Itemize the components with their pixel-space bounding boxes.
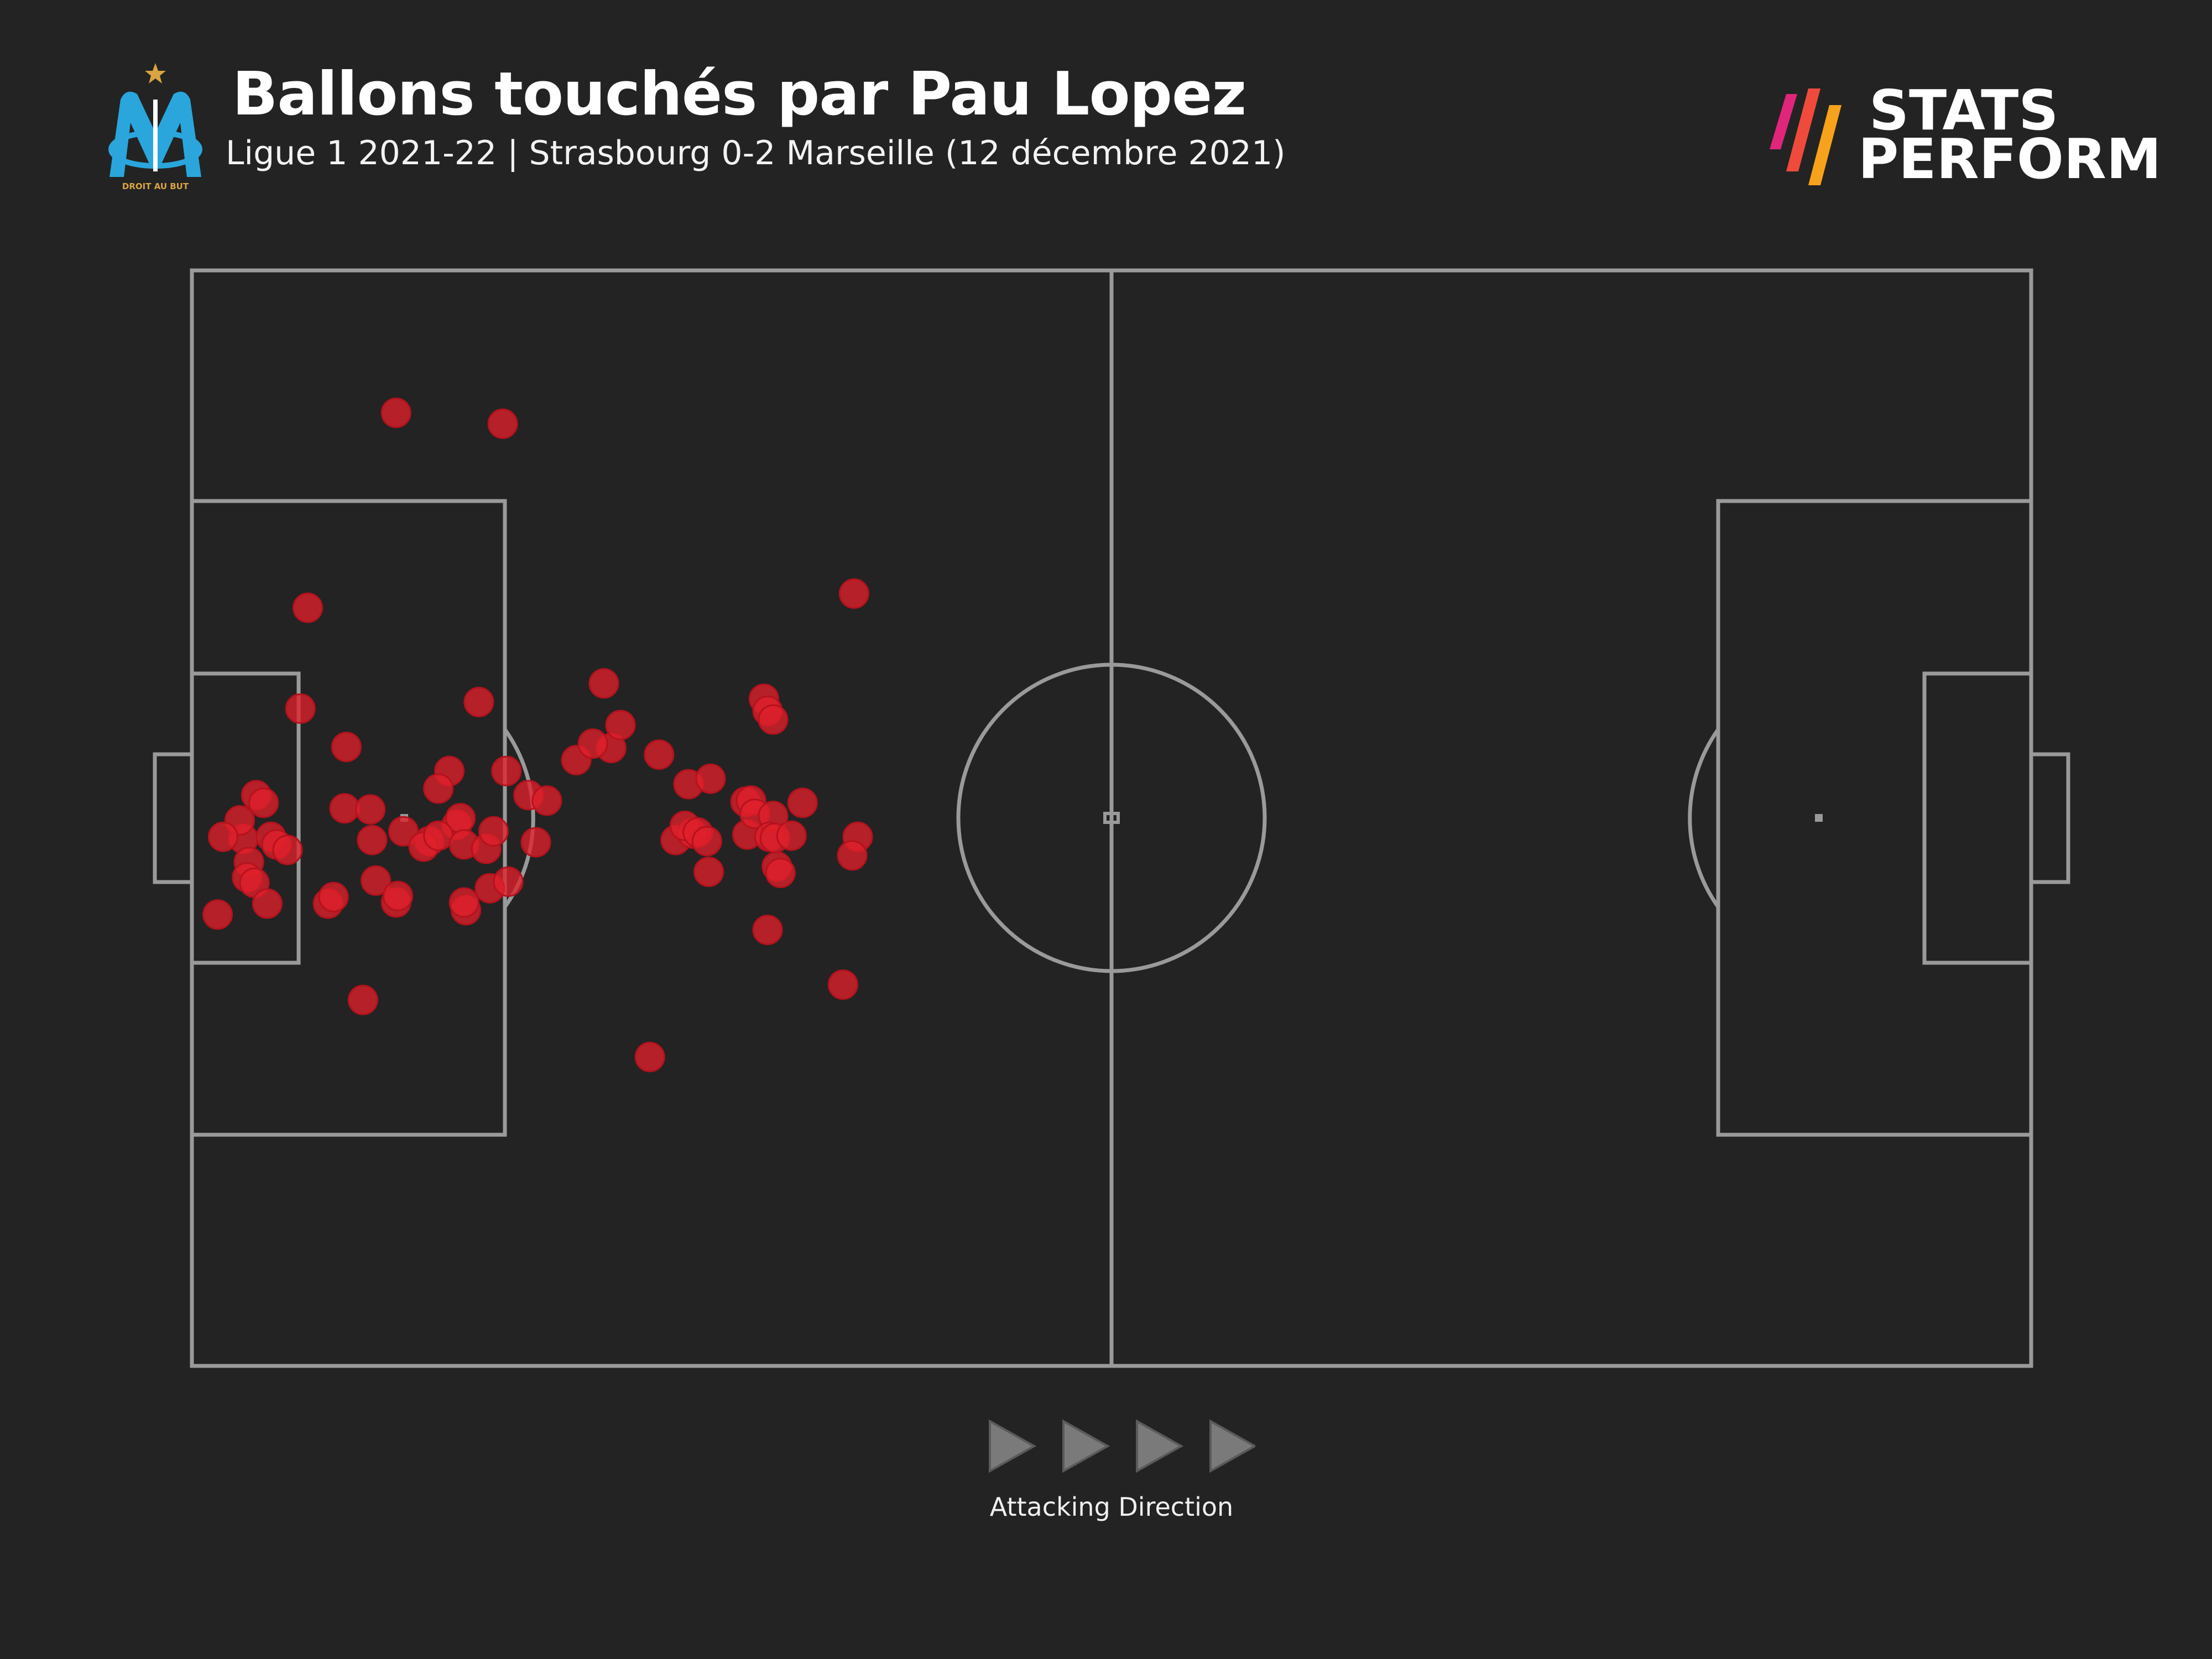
touch-point [361,865,392,896]
touch-point [520,827,551,858]
chart-title: Ballons touchés par Pau Lopez [232,60,1246,129]
touch-point [634,1041,665,1072]
touch-point [285,693,316,724]
stats-perform-stripes-icon [1770,88,1841,185]
touch-point [577,728,608,759]
touch-point [531,785,562,816]
touch-point [787,787,818,818]
chart-subtitle: Ligue 1 2021-22 | Strasbourg 0-2 Marseil… [226,134,1286,173]
touch-point [752,915,783,946]
brand-line-1: STATS [1869,78,2059,143]
touch-point [380,398,411,428]
right-goal [2029,752,2070,884]
touch-point [329,793,360,824]
touch-point [383,880,413,911]
touch-point [644,739,675,770]
touch-point [827,969,858,1000]
touch-point [357,825,388,855]
club-logo: DROIT AU BUT [108,63,202,191]
touch-point [487,408,518,439]
touch-point [423,773,454,804]
attacking-direction-label: Attacking Direction [989,1492,1234,1522]
play-triangle-icon [989,1419,1037,1473]
touch-markers [202,398,873,1072]
touch-point [837,840,868,871]
touch-point [605,709,636,740]
brand-line-2: PERFORM [1858,127,2162,191]
right-six-yard-box [1922,671,2033,965]
touch-point [838,578,869,609]
play-triangle-icon [1209,1419,1255,1473]
touch-point [691,826,722,857]
right-penalty-area [1716,499,2033,1137]
right-penalty-spot [1815,814,1823,822]
touch-point [272,834,303,865]
left-goal [153,752,194,884]
touch-point [208,821,238,852]
touch-point [347,984,378,1015]
olympique-marseille-crest-icon [108,63,202,177]
right-penalty-arc [1688,728,1720,909]
touch-point [493,866,524,897]
touch-point [758,704,789,735]
touch-point [588,668,619,699]
touch-point [463,687,494,717]
touch-point [318,881,349,912]
touch-point [478,816,509,847]
touch-point [423,820,454,851]
touch-point [355,794,386,825]
touch-point [693,857,724,888]
touch-point [695,763,726,794]
touch-point [765,858,796,888]
touch-point [448,887,479,918]
touch-point [491,755,522,786]
touch-point [248,787,279,818]
centre-spot [1103,812,1120,824]
play-triangle-icon [1136,1419,1184,1473]
touch-point [776,820,807,851]
centre-circle [956,662,1267,973]
touch-point [252,888,283,919]
touch-point [331,732,362,763]
stats-perform-logo: STATS PERFORM [1770,78,2161,188]
attacking-direction-arrows [989,1419,1255,1473]
club-logo-text: DROIT AU BUT [122,181,189,191]
touch-point [293,592,323,623]
play-triangle-icon [1062,1419,1110,1473]
touch-point [202,899,233,930]
